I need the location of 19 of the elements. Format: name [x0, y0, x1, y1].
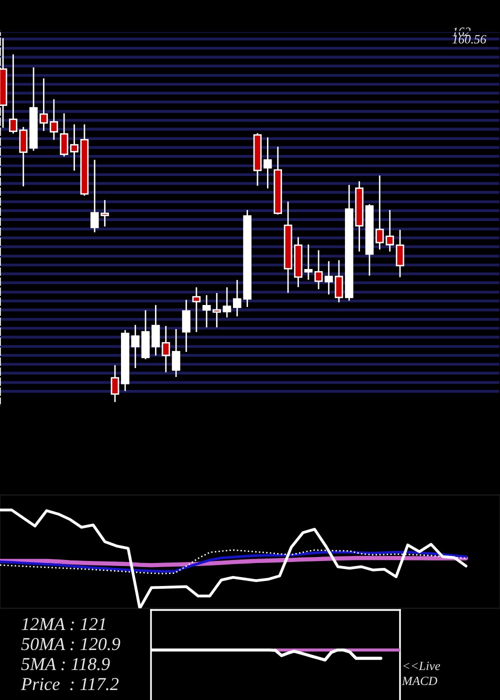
candlestick [172, 329, 180, 377]
text: 5MA : 118.9 [21, 658, 110, 670]
candlestick [182, 300, 190, 352]
candlestick [222, 287, 232, 318]
candlestick [324, 261, 333, 294]
candlestick [396, 230, 404, 278]
candlestick [334, 260, 344, 302]
candlestick [264, 137, 272, 188]
candlestick [192, 287, 201, 332]
candlestick [110, 365, 120, 402]
text: <<Live [403, 662, 440, 670]
candlestick [70, 124, 78, 171]
text: 12MA : 121 [22, 618, 105, 630]
candlestick [60, 113, 68, 157]
text: MACD [402, 676, 438, 686]
y-tick-label: 160.56 [452, 35, 486, 44]
text: Price : 117.2 [20, 678, 119, 690]
text: 50MA : 120.9 [21, 638, 120, 650]
candlestick [314, 250, 323, 290]
